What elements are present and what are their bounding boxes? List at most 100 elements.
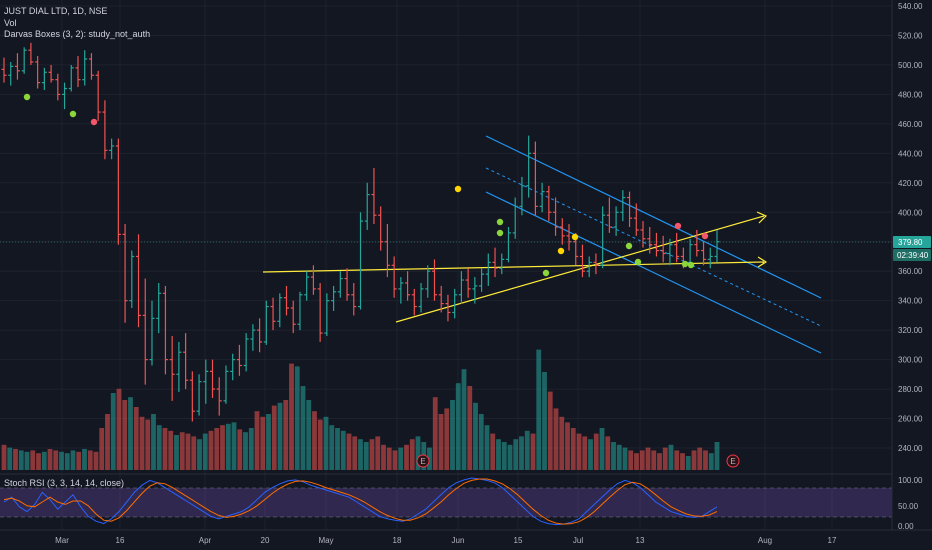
volume-bar bbox=[179, 432, 185, 470]
channel-middle-line[interactable] bbox=[485, 167, 822, 327]
volume-bar bbox=[47, 449, 53, 470]
ohlc-bar bbox=[532, 141, 538, 216]
ohlc-bar bbox=[660, 235, 666, 263]
ohlc-bar bbox=[8, 61, 14, 86]
volume-bar bbox=[243, 432, 248, 470]
rsi-axis: 100.00 50.00 0.00 bbox=[898, 476, 923, 531]
ohlc-bar bbox=[452, 288, 458, 319]
ohlc-bar bbox=[236, 344, 242, 376]
volume-bar bbox=[1, 444, 7, 470]
ohlc-bar bbox=[627, 191, 633, 227]
ohlc-bar bbox=[418, 282, 424, 313]
rsi-d-line bbox=[3, 478, 718, 525]
volume-bar bbox=[335, 428, 340, 470]
darvas-dot bbox=[23, 93, 31, 101]
darvas-dot bbox=[571, 233, 579, 241]
price-tick-label: 360.00 bbox=[898, 267, 923, 276]
volume-bar bbox=[191, 436, 197, 470]
ohlc-bar bbox=[68, 64, 74, 92]
volume-bar bbox=[714, 442, 720, 470]
support-arrow-head bbox=[757, 256, 768, 268]
earnings-marker[interactable]: E bbox=[726, 454, 740, 468]
volume-bar bbox=[553, 408, 559, 470]
rising-trendline-yellow[interactable] bbox=[395, 215, 765, 323]
ohlc-bar bbox=[14, 53, 20, 80]
ohlc-bar bbox=[405, 271, 411, 301]
time-tick-label: 13 bbox=[636, 536, 645, 545]
trendlines[interactable] bbox=[262, 135, 822, 354]
ohlc-bar bbox=[102, 100, 108, 160]
volume-bar bbox=[225, 423, 231, 470]
ohlc-bar bbox=[169, 336, 175, 401]
volume-bar bbox=[542, 372, 547, 470]
volume-bar bbox=[369, 439, 375, 470]
ohlc-bar bbox=[667, 238, 673, 266]
volume-bar bbox=[501, 442, 507, 470]
volume-bar bbox=[450, 400, 455, 470]
ohlc-bar bbox=[512, 197, 518, 239]
ohlc-bar bbox=[290, 300, 296, 334]
ohlc-bar bbox=[216, 377, 222, 416]
ohlc-bar bbox=[472, 277, 478, 304]
symbol-legend[interactable]: JUST DIAL LTD, 1D, NSE bbox=[4, 6, 111, 16]
ohlc-bar bbox=[109, 138, 115, 160]
ohlc-bar bbox=[445, 294, 451, 322]
volume-bar bbox=[593, 433, 599, 470]
ohlc-bar bbox=[28, 42, 34, 65]
ohlc-bar bbox=[337, 271, 343, 298]
ohlc-bar bbox=[633, 203, 639, 236]
price-tick-label: 420.00 bbox=[898, 179, 923, 188]
price-tick-label: 260.00 bbox=[898, 415, 923, 424]
volume-bar bbox=[599, 428, 605, 470]
ohlc-bar bbox=[277, 293, 283, 328]
ohlc-bar bbox=[694, 229, 700, 257]
ohlc-bar bbox=[317, 282, 323, 342]
ohlc-bar bbox=[425, 265, 431, 298]
volume-bar bbox=[588, 439, 593, 470]
darvas-legend[interactable]: Darvas Boxes (3, 2): study_not_auth bbox=[4, 29, 154, 39]
ohlc-bar bbox=[600, 206, 606, 269]
vol-legend[interactable]: Vol bbox=[4, 18, 21, 28]
channel-upper-line[interactable] bbox=[485, 135, 822, 299]
rsi-legend[interactable]: Stoch RSI (3, 3, 14, 14, close) bbox=[4, 478, 128, 488]
volume-bar bbox=[570, 428, 576, 470]
darvas-dot bbox=[674, 222, 682, 230]
volume-bar bbox=[674, 450, 680, 470]
volume-bar bbox=[346, 433, 352, 470]
volume-bar bbox=[139, 416, 145, 470]
volume-bar bbox=[59, 451, 64, 470]
ohlc-bar bbox=[358, 212, 363, 310]
time-axis[interactable]: Mar 16 Apr 20 May 18 Jun 15 Jul 13 Aug 17 bbox=[0, 529, 932, 545]
ohlc-bar bbox=[391, 256, 397, 298]
ohlc-bar bbox=[647, 227, 653, 254]
price-axis[interactable]: 540.00 520.00 500.00 480.00 460.00 440.00 420.… bbox=[891, 0, 923, 530]
volume-bar bbox=[478, 414, 484, 470]
earnings-marker[interactable]: E bbox=[416, 454, 430, 468]
ohlc-bar bbox=[223, 365, 229, 404]
ohlc-bar bbox=[129, 250, 135, 309]
darvas-dot bbox=[542, 269, 550, 277]
volume-bar bbox=[41, 451, 47, 470]
ohlc-bar bbox=[526, 135, 532, 198]
ohlc-bar bbox=[431, 259, 437, 301]
darvas-dot bbox=[625, 242, 633, 250]
volume-bar bbox=[536, 349, 542, 470]
volume-bar bbox=[18, 450, 24, 470]
price-tick-label: 340.00 bbox=[898, 297, 923, 306]
volume-bar bbox=[185, 433, 191, 470]
volume-bar bbox=[76, 451, 82, 470]
ohlc-bar bbox=[176, 341, 182, 393]
ohlc-bar bbox=[606, 197, 612, 233]
time-tick-label: 16 bbox=[116, 536, 125, 545]
volume-bar bbox=[363, 442, 369, 470]
darvas-dot bbox=[496, 218, 504, 226]
volume-bar bbox=[30, 450, 36, 470]
volume-bar bbox=[271, 405, 277, 470]
channel-lower-line[interactable] bbox=[485, 191, 822, 354]
ohlc-bar bbox=[263, 300, 269, 345]
volume-bar bbox=[697, 447, 703, 470]
darvas-dot bbox=[681, 260, 689, 268]
time-tick-label: 20 bbox=[261, 536, 270, 545]
